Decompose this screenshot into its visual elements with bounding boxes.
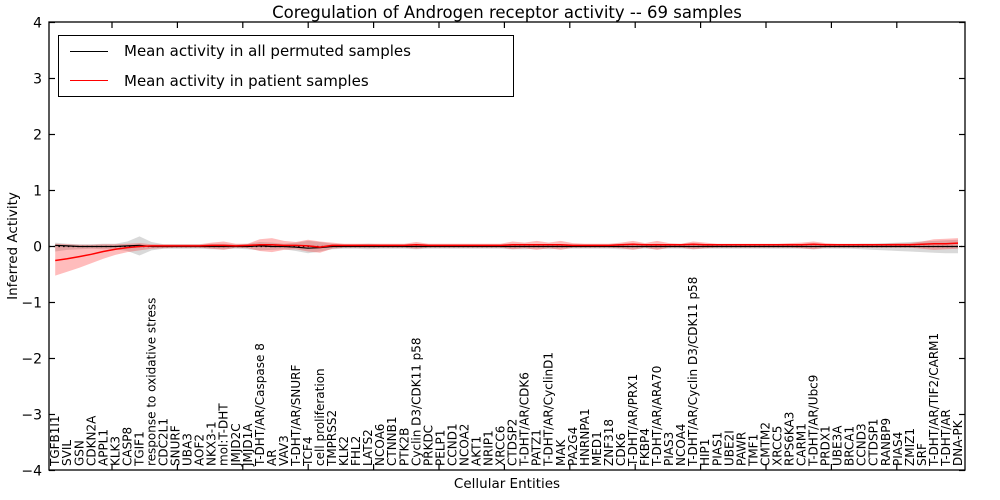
x-tick-label: CDC2L1 bbox=[157, 418, 171, 466]
x-tick-label: LATS2 bbox=[361, 429, 375, 466]
x-tick-label: UBA3 bbox=[181, 433, 195, 466]
x-tick-label: VAV3 bbox=[277, 435, 291, 466]
x-tick-label: APPL1 bbox=[96, 429, 110, 466]
legend-label-patient: Mean activity in patient samples bbox=[124, 71, 369, 90]
x-tick-label: NKX3-1 bbox=[205, 421, 219, 466]
y-tick-label: −4 bbox=[21, 464, 42, 480]
x-tick-label: PIAS1 bbox=[710, 432, 724, 466]
x-tick-label: AKT1 bbox=[470, 436, 484, 466]
x-tick-label: PRKDC bbox=[421, 425, 435, 466]
x-tick-label: T-DHT/AR/CyclinD1 bbox=[542, 352, 556, 467]
x-tick-label: T-DHT/AR/Caspase 8 bbox=[253, 343, 267, 467]
x-tick-label: PELP1 bbox=[433, 430, 447, 466]
y-tick-label: 2 bbox=[33, 128, 42, 144]
x-tick-label: ZNF318 bbox=[602, 419, 616, 466]
x-tick-label: T-DHT/AR/PRX1 bbox=[626, 374, 640, 467]
x-tick-label: PRDX1 bbox=[819, 425, 833, 466]
x-tick-label: BRCA1 bbox=[843, 426, 857, 466]
y-tick-label: −2 bbox=[21, 352, 42, 368]
x-tick-label: AR bbox=[265, 449, 279, 466]
x-tick-label: PAWR bbox=[734, 432, 748, 466]
chart-title: Coregulation of Androgen receptor activi… bbox=[272, 3, 742, 22]
x-tick-label: XRCC6 bbox=[494, 426, 508, 466]
x-tick-label: SRF bbox=[915, 443, 929, 466]
x-tick-label: T-DHT/AR bbox=[939, 409, 953, 467]
x-tick-label: XRCC5 bbox=[770, 426, 784, 466]
x-tick-label: T-DHT/AR/SNURF bbox=[289, 365, 303, 468]
x-tick-label: MED1 bbox=[590, 431, 604, 466]
x-tick-label: PA2G4 bbox=[566, 427, 580, 466]
x-tick-label: RANBP9 bbox=[879, 418, 893, 466]
x-tick-label: FHL2 bbox=[349, 436, 363, 466]
permuted-line-swatch bbox=[70, 50, 108, 52]
x-tick-label: ZMIZ1 bbox=[903, 428, 917, 466]
x-tick-label: CASP8 bbox=[120, 427, 134, 466]
x-tick-label: AOF2 bbox=[193, 434, 207, 466]
x-tick-label: Cyclin D3/CDK11 p58 bbox=[409, 337, 423, 466]
x-tick-label: HIP1 bbox=[698, 439, 712, 466]
x-tick-label: DNA-PK bbox=[951, 419, 965, 466]
x-tick-label: GSN bbox=[72, 440, 86, 466]
x-tick-label: CMTM2 bbox=[758, 422, 772, 466]
y-tick-label: −1 bbox=[21, 296, 42, 312]
x-tick-label: mol:T-DHT bbox=[217, 403, 231, 466]
x-tick-label: SVIL bbox=[60, 440, 74, 466]
x-tick-label: TCF4 bbox=[301, 436, 315, 467]
x-tick-label: UBE2I bbox=[722, 430, 736, 466]
y-tick-label: −3 bbox=[21, 408, 42, 424]
x-tick-label: SNURF bbox=[169, 425, 183, 466]
legend-item-permuted: Mean activity in all permuted samples bbox=[59, 37, 513, 65]
x-tick-label: CCND1 bbox=[445, 423, 459, 466]
x-tick-label: RPS6KA3 bbox=[783, 412, 797, 466]
x-tick-label: NCOA6 bbox=[373, 424, 387, 466]
x-tick-label: FKBP4 bbox=[638, 428, 652, 466]
x-tick-label: response to oxidative stress bbox=[145, 298, 159, 466]
x-tick-label: T-DHT/AR/TIF2/CARM1 bbox=[927, 333, 941, 467]
x-axis-label: Cellular Entities bbox=[453, 476, 561, 492]
x-tick-label: JMJD1A bbox=[241, 423, 255, 467]
patient-line-swatch bbox=[70, 80, 108, 82]
y-tick-label: 1 bbox=[33, 184, 42, 200]
x-tick-label: PIAS3 bbox=[662, 432, 676, 466]
x-tick-label: CTNNB1 bbox=[385, 416, 399, 466]
x-tick-label: HNRNPA1 bbox=[578, 408, 592, 466]
x-tick-label: UBE3A bbox=[831, 425, 845, 466]
x-tick-label: T-DHT/AR/ARA70 bbox=[650, 366, 664, 467]
y-tick-label: 4 bbox=[33, 16, 42, 32]
x-tick-label: CDK6 bbox=[614, 433, 628, 466]
x-tick-label: PIAS4 bbox=[891, 432, 905, 466]
legend-item-patient: Mean activity in patient samples bbox=[59, 67, 513, 95]
x-tick-label: JMJD2C bbox=[229, 423, 243, 467]
x-tick-label: CDKN2A bbox=[84, 415, 98, 466]
x-tick-label: CCND3 bbox=[855, 423, 869, 466]
x-tick-label: NCOA2 bbox=[458, 424, 472, 466]
x-tick-label: T-DHT/AR/Cyclin D3/CDK11 p58 bbox=[686, 277, 700, 467]
x-tick-label: MAK bbox=[554, 438, 568, 466]
x-tick-label: TMPRSS2 bbox=[325, 410, 339, 467]
permuted-mean-line bbox=[55, 244, 958, 249]
x-tick-label: NCOA4 bbox=[674, 424, 688, 466]
x-tick-label: PTK2B bbox=[397, 428, 411, 466]
x-tick-label: T-DHT/AR/Ubc9 bbox=[807, 375, 821, 467]
legend-box: Mean activity in all permuted samples Me… bbox=[58, 35, 514, 97]
patient-std-band bbox=[55, 238, 958, 276]
x-tick-label: cell proliferation bbox=[313, 368, 327, 466]
x-tick-label: TGIF1 bbox=[133, 431, 147, 467]
x-tick-label: KLK2 bbox=[337, 436, 351, 466]
y-axis-label: Inferred Activity bbox=[5, 192, 21, 300]
x-tick-label: PATZ1 bbox=[530, 429, 544, 466]
x-tick-label: NRIP1 bbox=[482, 430, 496, 466]
x-tick-label: TMF1 bbox=[746, 434, 760, 467]
x-tick-label: CARM1 bbox=[795, 423, 809, 466]
y-tick-label: 3 bbox=[33, 72, 42, 88]
x-tick-label: CTDSP1 bbox=[867, 419, 881, 466]
x-tick-label: T-DHT/AR/CDK6 bbox=[518, 372, 532, 467]
x-tick-label: KLK3 bbox=[108, 436, 122, 466]
y-tick-label: 0 bbox=[33, 240, 42, 256]
x-tick-label: TGFB1I1 bbox=[48, 415, 62, 467]
x-tick-label: CTDSP2 bbox=[506, 419, 520, 466]
legend-label-permuted: Mean activity in all permuted samples bbox=[124, 42, 411, 61]
patient-mean-line bbox=[55, 242, 959, 262]
